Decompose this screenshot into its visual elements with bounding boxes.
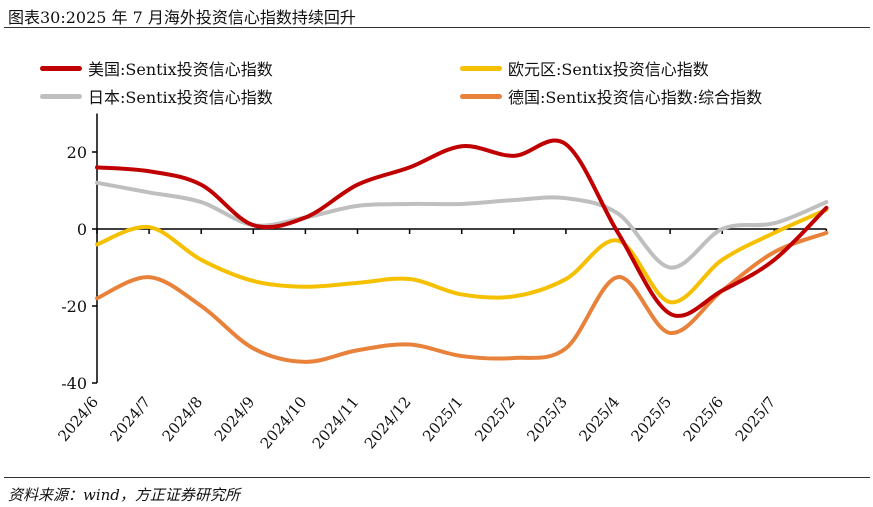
x-tick-label: 2024/10: [257, 393, 311, 452]
y-tick-label: 20: [67, 143, 87, 162]
bottom-rule: [4, 477, 870, 478]
y-tick-label: -40: [61, 374, 87, 393]
legend-label: 美国:Sentix投资信心指数: [88, 60, 273, 79]
x-tick-label: 2024/6: [54, 393, 102, 445]
legend-item-germany: 德国:Sentix投资信心指数:综合指数: [460, 84, 762, 108]
x-tick-label: 2025/1: [419, 393, 467, 445]
legend-item-eurozone: 欧元区:Sentix投资信心指数: [460, 56, 709, 80]
x-tick-label: 2024/8: [159, 393, 207, 445]
x-tick-label: 2025/2: [471, 393, 519, 445]
series-line-0: [95, 138, 829, 318]
legend-item-us: 美国:Sentix投资信心指数: [40, 56, 273, 80]
series-line-2: [95, 180, 829, 270]
x-tick-label: 2024/12: [361, 393, 415, 452]
y-tick-label: 0: [77, 220, 87, 239]
legend-label: 德国:Sentix投资信心指数:综合指数: [508, 88, 763, 107]
x-tick-label: 2024/9: [211, 393, 259, 445]
legend-label: 日本:Sentix投资信心指数: [88, 88, 273, 107]
legend-item-japan: 日本:Sentix投资信心指数: [40, 84, 273, 108]
x-tick-label: 2025/4: [575, 393, 623, 445]
series-line-3: [95, 230, 829, 364]
legend-label: 欧元区:Sentix投资信心指数: [508, 60, 709, 79]
y-tick-label: -20: [61, 297, 87, 316]
x-tick-label: 2025/5: [627, 393, 675, 445]
series-line-1: [95, 207, 829, 305]
top-rule: [4, 27, 870, 28]
x-tick-label: 2025/7: [732, 393, 780, 445]
x-tick-label: 2024/11: [309, 393, 363, 452]
x-tick-label: 2024/7: [106, 393, 154, 445]
chart-title: 图表30:2025 年 7 月海外投资信心指数持续回升: [8, 8, 356, 27]
source-note: 资料来源：wind，方正证券研究所: [8, 486, 240, 504]
x-tick-label: 2025/6: [680, 393, 728, 445]
x-tick-label: 2025/3: [523, 393, 571, 445]
